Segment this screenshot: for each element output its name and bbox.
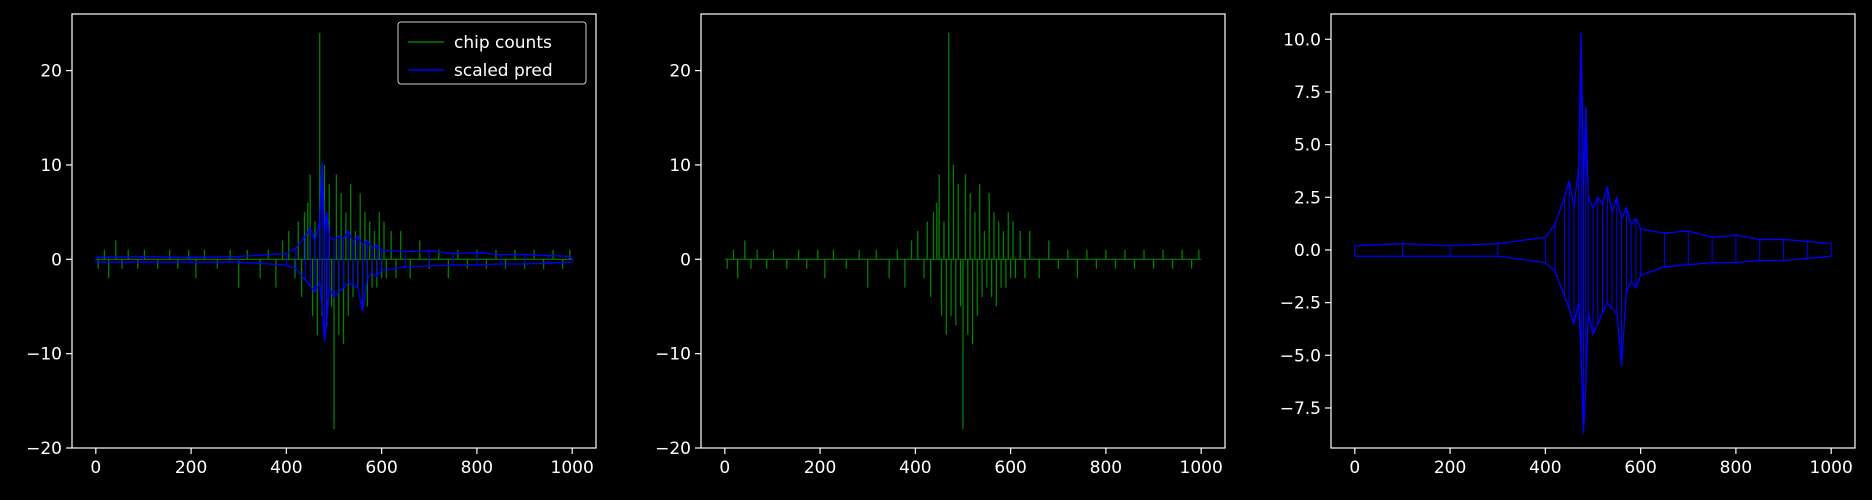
x-tick-label: 600 xyxy=(994,458,1026,478)
chart-panel-3: 0 200 400 600 800 1000 −7.5 −5.0 −2.5 0.0 2.5 5.0 7.… xyxy=(1280,13,1856,478)
x-tick-label: 400 xyxy=(899,458,931,478)
x-tick-label: 1000 xyxy=(1180,458,1223,478)
y-tick-label: 5.0 xyxy=(1294,136,1321,156)
x-tick-label: 200 xyxy=(175,458,207,478)
y-tick-label: 10.0 xyxy=(1283,30,1321,50)
y-tick-label: 2.5 xyxy=(1294,188,1321,208)
legend-box xyxy=(397,21,587,85)
legend: chip counts scaled pred xyxy=(397,21,587,85)
legend-label: scaled pred xyxy=(454,61,553,81)
series-scaled-pred xyxy=(1354,32,1832,434)
x-tick-label: 0 xyxy=(1349,458,1360,478)
x-tick-label: 200 xyxy=(1434,458,1466,478)
y-tick-label: 10 xyxy=(669,156,691,176)
axes-frame xyxy=(1330,13,1856,449)
legend-label: chip counts xyxy=(454,33,552,53)
y-tick-label: −10 xyxy=(655,345,691,365)
x-tick-label: 800 xyxy=(1720,458,1752,478)
axes-frame xyxy=(700,13,1226,449)
x-tick-label: 1000 xyxy=(551,458,594,478)
y-tick-label: 0 xyxy=(51,250,62,270)
plot-area xyxy=(724,32,1202,430)
y-tick-label: −20 xyxy=(655,439,691,459)
y-tick-label: −10 xyxy=(26,345,62,365)
x-tick-label: 200 xyxy=(804,458,836,478)
y-tick-label: 0 xyxy=(680,250,691,270)
y-tick-label: 10 xyxy=(40,156,62,176)
axes-frame xyxy=(71,13,597,449)
series-scaled-pred xyxy=(95,162,573,342)
y-tick-label: 0.0 xyxy=(1294,241,1321,261)
x-tick-label: 800 xyxy=(1090,458,1122,478)
y-tick-label: 20 xyxy=(669,62,691,82)
x-tick-label: 1000 xyxy=(1810,458,1853,478)
x-tick-label: 600 xyxy=(1624,458,1656,478)
x-tick-label: 800 xyxy=(461,458,493,478)
x-tick-label: 0 xyxy=(90,458,101,478)
chart-panel-2: 0 200 400 600 800 1000 −20 −10 0 10 20 xyxy=(655,13,1226,478)
x-tick-label: 600 xyxy=(365,458,397,478)
y-tick-label: −7.5 xyxy=(1280,399,1321,419)
plot-area xyxy=(1354,32,1832,434)
chart-panel-1: 0 200 400 600 800 1000 −20 −10 0 10 20 chip counts s… xyxy=(26,13,597,478)
x-tick-label: 0 xyxy=(719,458,730,478)
x-tick-label: 400 xyxy=(1529,458,1561,478)
series-chip-counts xyxy=(724,32,1202,430)
x-tick-label: 400 xyxy=(270,458,302,478)
y-tick-label: −2.5 xyxy=(1280,294,1321,314)
y-tick-label: −20 xyxy=(26,439,62,459)
y-tick-label: −5.0 xyxy=(1280,346,1321,366)
plot-area xyxy=(95,32,573,430)
y-tick-label: 7.5 xyxy=(1294,83,1321,103)
y-tick-label: 20 xyxy=(40,62,62,82)
